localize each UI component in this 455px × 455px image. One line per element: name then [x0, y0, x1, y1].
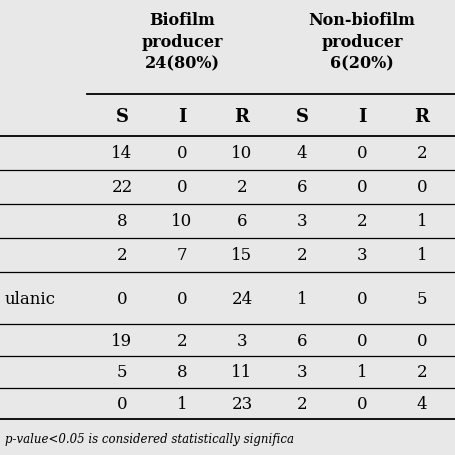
Text: p-value<0.05 is considered statistically significa: p-value<0.05 is considered statistically…	[5, 433, 293, 445]
Text: 3: 3	[296, 364, 307, 381]
Text: 2: 2	[356, 213, 367, 230]
Text: 11: 11	[231, 364, 252, 381]
Text: ulanic: ulanic	[5, 290, 56, 307]
Text: 5: 5	[416, 290, 426, 307]
Text: 1: 1	[416, 213, 426, 230]
Text: 0: 0	[116, 395, 127, 412]
Text: 1: 1	[356, 364, 367, 381]
Text: 3: 3	[356, 247, 367, 264]
Text: 8: 8	[176, 364, 187, 381]
Text: 0: 0	[176, 145, 187, 162]
Text: 19: 19	[111, 332, 132, 349]
Text: 8: 8	[116, 213, 127, 230]
Text: 1: 1	[176, 395, 187, 412]
Text: producer: producer	[141, 33, 222, 51]
Text: 0: 0	[176, 290, 187, 307]
Text: 0: 0	[356, 290, 367, 307]
Text: 0: 0	[416, 332, 426, 349]
Text: R: R	[234, 108, 249, 126]
Text: Non-biofilm: Non-biofilm	[308, 11, 415, 29]
Text: 4: 4	[296, 145, 307, 162]
Text: 0: 0	[116, 290, 127, 307]
Text: 6: 6	[236, 213, 247, 230]
Text: 24(80%): 24(80%)	[144, 56, 219, 72]
Text: S: S	[115, 108, 128, 126]
Text: 0: 0	[356, 145, 367, 162]
Text: producer: producer	[320, 33, 402, 51]
Text: 2: 2	[416, 145, 426, 162]
Text: 6(20%): 6(20%)	[329, 56, 393, 72]
Text: 10: 10	[171, 213, 192, 230]
Text: 7: 7	[176, 247, 187, 264]
Text: 0: 0	[356, 332, 367, 349]
Text: 2: 2	[296, 395, 307, 412]
Text: 3: 3	[296, 213, 307, 230]
Text: 5: 5	[116, 364, 127, 381]
Text: 0: 0	[416, 179, 426, 196]
Text: 6: 6	[296, 332, 307, 349]
Text: 0: 0	[356, 395, 367, 412]
Text: 22: 22	[111, 179, 132, 196]
Text: 15: 15	[231, 247, 252, 264]
Text: 10: 10	[231, 145, 252, 162]
Text: I: I	[177, 108, 186, 126]
Text: 2: 2	[116, 247, 127, 264]
Text: 2: 2	[176, 332, 187, 349]
Text: R: R	[414, 108, 429, 126]
Text: S: S	[295, 108, 308, 126]
Text: Biofilm: Biofilm	[149, 11, 214, 29]
Text: 0: 0	[176, 179, 187, 196]
Text: 24: 24	[231, 290, 252, 307]
Text: I: I	[357, 108, 365, 126]
Text: 3: 3	[236, 332, 247, 349]
Text: 23: 23	[231, 395, 252, 412]
Text: 2: 2	[236, 179, 247, 196]
Text: 0: 0	[356, 179, 367, 196]
Text: 1: 1	[416, 247, 426, 264]
Text: 2: 2	[416, 364, 426, 381]
Text: 4: 4	[416, 395, 426, 412]
Text: 1: 1	[296, 290, 307, 307]
Text: 6: 6	[296, 179, 307, 196]
Text: 14: 14	[111, 145, 132, 162]
Text: 2: 2	[296, 247, 307, 264]
